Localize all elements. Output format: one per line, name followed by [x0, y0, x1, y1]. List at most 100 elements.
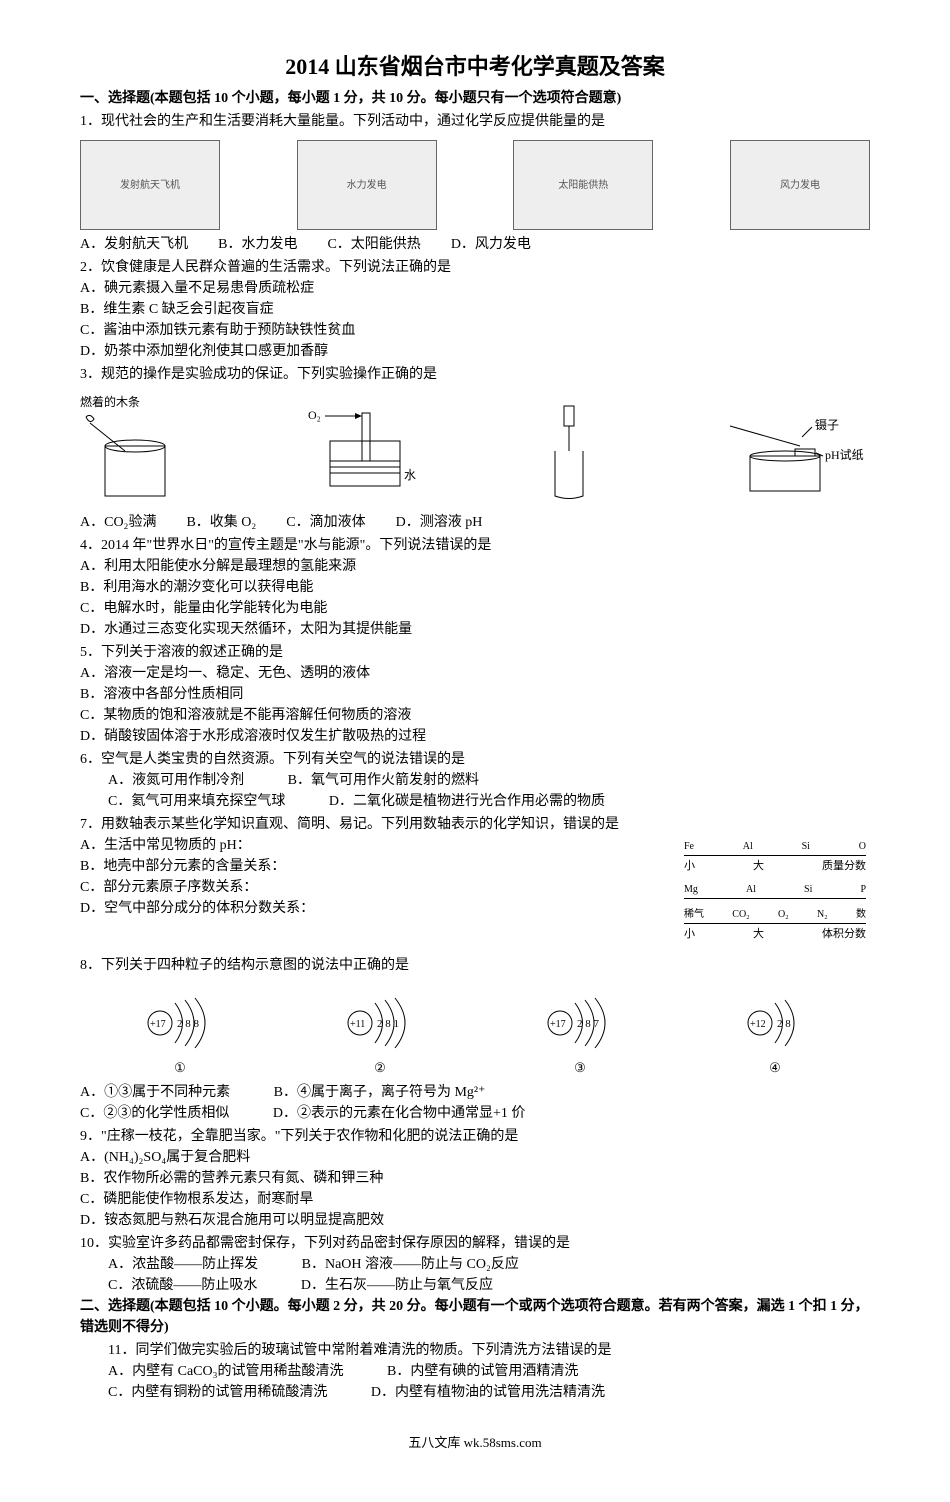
q4-opt-c: C．电解水时，能量由化学能转化为电能 [80, 598, 870, 619]
q1-image-c: 太阳能供热 [513, 140, 653, 230]
atom-1: +17 2 8 8 ① [135, 988, 225, 1078]
q2-opt-d: D．奶茶中添加塑化剂使其口感更加香醇 [80, 341, 870, 362]
q9-opt-c: C．磷肥能使作物根系发达，耐寒耐旱 [80, 1189, 870, 1210]
q9-opt-b: B．农作物所必需的营养元素只有氮、磷和钾三种 [80, 1168, 870, 1189]
question-11: 11．同学们做完实验后的玻璃试管中常附着难清洗的物质。下列清洗方法错误的是 A．… [80, 1340, 870, 1403]
q9-text: 9．"庄稼一枝花，全靠肥当家。"下列关于农作物和化肥的说法正确的是 [80, 1126, 870, 1147]
question-10: 10．实验室许多药品都需密封保存，下列对药品密封保存原因的解释，错误的是 A．浓… [80, 1233, 870, 1296]
axis-b-3: O [859, 839, 866, 855]
q11-text: 11．同学们做完实验后的玻璃试管中常附着难清洗的物质。下列清洗方法错误的是 [108, 1340, 870, 1361]
q1-options: A．发射航天飞机 B．水力发电 C．太阳能供热 D．风力发电 [80, 234, 870, 255]
q6-opt-d: D．二氧化碳是植物进行光合作用必需的物质 [329, 791, 605, 812]
q5-opt-b: B．溶液中各部分性质相同 [80, 684, 870, 705]
q8-options: A．①③属于不同种元素 B．④属于离子，离子符号为 Mg²⁺ C．②③的化学性质… [80, 1082, 870, 1124]
atom-2: +11 2 8 1 ② [335, 988, 425, 1078]
axis-d-right: 大 [753, 926, 764, 944]
axis-b-1: Al [743, 839, 753, 855]
atom-3: +17 2 8 7 ③ [535, 988, 625, 1078]
svg-text:+11: +11 [350, 1019, 365, 1030]
q2-opt-a: A．碘元素摄入量不足易患骨质疏松症 [80, 278, 870, 299]
section-1-heading: 一、选择题(本题包括 10 个小题，每小题 1 分，共 10 分。每小题只有一个… [80, 88, 870, 109]
q1-opt-b: B．水力发电 [218, 234, 297, 255]
q3-diagram-a: 燃着的木条 [80, 393, 200, 508]
q2-options: A．碘元素摄入量不足易患骨质疏松症 B．维生素 C 缺乏会引起夜盲症 C．酱油中… [80, 278, 870, 362]
q4-options: A．利用太阳能使水分解是最理想的氢能来源 B．利用海水的潮汐变化可以获得电能 C… [80, 556, 870, 640]
q3-svg-b: O₂ 水 [300, 401, 420, 501]
q11-opt-b: B．内壁有碘的试管用酒精清洗 [387, 1361, 578, 1382]
q3-diagram-c [520, 401, 620, 508]
svg-text:2 8: 2 8 [777, 1018, 791, 1030]
q1-text: 1．现代社会的生产和生活要消耗大量能量。下列活动中，通过化学反应提供能量的是 [80, 111, 870, 132]
q6-opt-a: A．液氮可用作制冷剂 [108, 770, 244, 791]
axis-b-0: Fe [684, 839, 694, 855]
q7-axis-diagram: Fe Al Si O 小 大 质量分数 Mg Al Si P 稀气 CO₂ O₂… [680, 835, 870, 953]
q3-opt-c: C．滴加液体 [286, 512, 365, 533]
q2-text: 2．饮食健康是人民群众普遍的生活需求。下列说法正确的是 [80, 257, 870, 278]
q5-text: 5．下列关于溶液的叙述正确的是 [80, 642, 870, 663]
q8-text: 8．下列关于四种粒子的结构示意图的说法中正确的是 [80, 955, 870, 976]
axis-c-0: Mg [684, 882, 698, 898]
axis-b-rlabel: 质量分数 [822, 858, 866, 876]
q9-opt-a: A．(NH₄)₂SO₄属于复合肥料 [80, 1147, 870, 1168]
q8-atom-row: +17 2 8 8 ① +11 2 8 1 ② +17 [80, 988, 870, 1078]
svg-text:2 8 1: 2 8 1 [377, 1018, 399, 1030]
q3-text: 3．规范的操作是实验成功的保证。下列实验操作正确的是 [80, 364, 870, 385]
axis-c-1: Al [746, 882, 756, 898]
axis-d-1: CO₂ [732, 907, 749, 923]
q11-opt-c: C．内壁有铜粉的试管用稀硫酸清洗 [108, 1382, 327, 1403]
q7-text: 7．用数轴表示某些化学知识直观、简明、易记。下列用数轴表示的化学知识，错误的是 [80, 814, 870, 835]
axis-b-left: 小 [684, 858, 695, 876]
q2-opt-c: C．酱油中添加铁元素有助于预防缺铁性贫血 [80, 320, 870, 341]
q3-image-row: 燃着的木条 O₂ 水 [80, 393, 870, 508]
q3-diagram-d: 镊子 pH试纸 [720, 401, 870, 508]
atom-1-label: ① [135, 1058, 225, 1078]
axis-b-right: 大 [753, 858, 764, 876]
q3-tweezers-text: 镊子 [815, 418, 839, 432]
q1-opt-a: A．发射航天飞机 [80, 234, 188, 255]
svg-text:+17: +17 [550, 1019, 566, 1030]
question-5: 5．下列关于溶液的叙述正确的是 A．溶液一定是均一、稳定、无色、透明的液体 B．… [80, 642, 870, 747]
axis-d-3: N₂ [817, 907, 828, 923]
q1-image-d: 风力发电 [730, 140, 870, 230]
atom-2-label: ② [335, 1058, 425, 1078]
q9-options: A．(NH₄)₂SO₄属于复合肥料 B．农作物所必需的营养元素只有氮、磷和钾三种… [80, 1147, 870, 1231]
q1-image-b: 水力发电 [297, 140, 437, 230]
q6-text: 6．空气是人类宝贵的自然资源。下列有关空气的说法错误的是 [80, 749, 870, 770]
question-6: 6．空气是人类宝贵的自然资源。下列有关空气的说法错误的是 A．液氮可用作制冷剂 … [80, 749, 870, 812]
q1-image-a: 发射航天飞机 [80, 140, 220, 230]
q3-svg-c [520, 401, 620, 501]
question-4: 4．2014 年"世界水日"的宣传主题是"水与能源"。下列说法错误的是 A．利用… [80, 535, 870, 640]
q3-ph-text: pH试纸 [825, 447, 864, 462]
q5-opt-a: A．溶液一定是均一、稳定、无色、透明的液体 [80, 663, 870, 684]
q10-opt-a: A．浓盐酸——防止挥发 [108, 1254, 258, 1275]
q10-text: 10．实验室许多药品都需密封保存，下列对药品密封保存原因的解释，错误的是 [80, 1233, 870, 1254]
svg-text:2 8 7: 2 8 7 [577, 1018, 600, 1030]
q10-opt-b: B．NaOH 溶液——防止与 CO₂反应 [302, 1254, 519, 1275]
q3-diagram-b: O₂ 水 [300, 401, 420, 508]
q11-options: A．内壁有 CaCO₃的试管用稀盐酸清洗 B．内壁有碘的试管用酒精清洗 C．内壁… [108, 1361, 870, 1403]
q3-label-burning: 燃着的木条 [80, 393, 200, 411]
q3-opt-d: D．测溶液 pH [396, 512, 483, 533]
atom-4-label: ④ [735, 1058, 815, 1078]
q3-options: A．CO₂验满 B．收集 O₂ C．滴加液体 D．测溶液 pH [80, 512, 870, 533]
q8-opt-b: B．④属于离子，离子符号为 Mg²⁺ [274, 1082, 486, 1103]
axis-d-left: 小 [684, 926, 695, 944]
q4-text: 4．2014 年"世界水日"的宣传主题是"水与能源"。下列说法错误的是 [80, 535, 870, 556]
svg-text:+12: +12 [750, 1019, 766, 1030]
q3-svg-d: 镊子 pH试纸 [720, 401, 870, 501]
axis-b-2: Si [802, 839, 810, 855]
q3-water-text: 水 [404, 468, 416, 482]
q6-options: A．液氮可用作制冷剂 B．氧气可用作火箭发射的燃料 C．氦气可用来填充探空气球 … [80, 770, 870, 812]
axis-d-rlabel: 体积分数 [822, 926, 866, 944]
q3-opt-a: A．CO₂验满 [80, 512, 156, 533]
q6-opt-c: C．氦气可用来填充探空气球 [108, 791, 285, 812]
question-2: 2．饮食健康是人民群众普遍的生活需求。下列说法正确的是 A．碘元素摄入量不足易患… [80, 257, 870, 362]
svg-text:+17: +17 [150, 1019, 166, 1030]
q5-options: A．溶液一定是均一、稳定、无色、透明的液体 B．溶液中各部分性质相同 C．某物质… [80, 663, 870, 747]
section-2-heading: 二、选择题(本题包括 10 个小题。每小题 2 分，共 20 分。每小题有一个或… [80, 1296, 870, 1338]
q10-opt-c: C．浓硫酸——防止吸水 [108, 1275, 257, 1296]
q1-opt-d: D．风力发电 [451, 234, 531, 255]
q1-image-row: 发射航天飞机 水力发电 太阳能供热 风力发电 [80, 140, 870, 230]
page-title: 2014 山东省烟台市中考化学真题及答案 [80, 50, 870, 83]
q8-opt-a: A．①③属于不同种元素 [80, 1082, 230, 1103]
